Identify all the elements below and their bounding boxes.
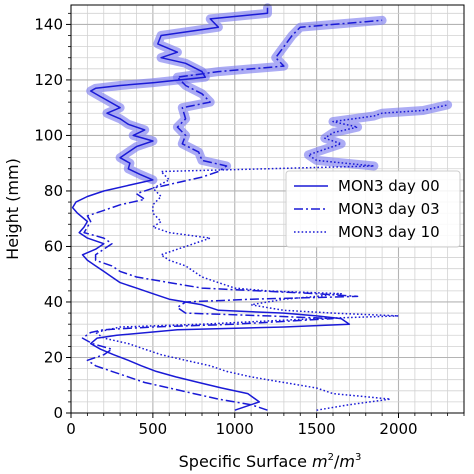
ticks: 0 500 1000 1500 2000 0 20 40 60 80 100 120 140 <box>34 12 465 438</box>
series-line-2 <box>81 19 383 411</box>
legend-label: MON3 day 03 <box>338 200 440 218</box>
x-axis-label: Specific Surface m2/m3 <box>179 452 362 471</box>
y-tick-label: 60 <box>44 237 63 255</box>
series-layer <box>71 7 448 411</box>
legend: MON3 day 00 MON3 day 03 MON3 day 10 <box>285 170 461 248</box>
series-line-1 <box>71 7 351 411</box>
legend-box <box>285 170 461 248</box>
y-tick-label: 20 <box>44 348 63 366</box>
y-axis-label: Height (mm) <box>3 158 22 260</box>
y-tick-label: 100 <box>34 126 63 144</box>
legend-label: MON3 day 10 <box>338 223 440 241</box>
y-tick-label: 0 <box>53 404 63 422</box>
y-tick-label: 120 <box>34 71 63 89</box>
x-tick-label: 1000 <box>216 420 254 438</box>
y-tick-label: 80 <box>44 182 63 200</box>
x-tick-label: 2000 <box>379 420 417 438</box>
y-tick-label: 140 <box>34 15 63 33</box>
x-tick-label: 500 <box>139 420 168 438</box>
x-tick-label: 1500 <box>298 420 336 438</box>
y-tick-label: 40 <box>44 293 63 311</box>
x-tick-label: 0 <box>66 420 76 438</box>
legend-label: MON3 day 00 <box>338 177 440 195</box>
